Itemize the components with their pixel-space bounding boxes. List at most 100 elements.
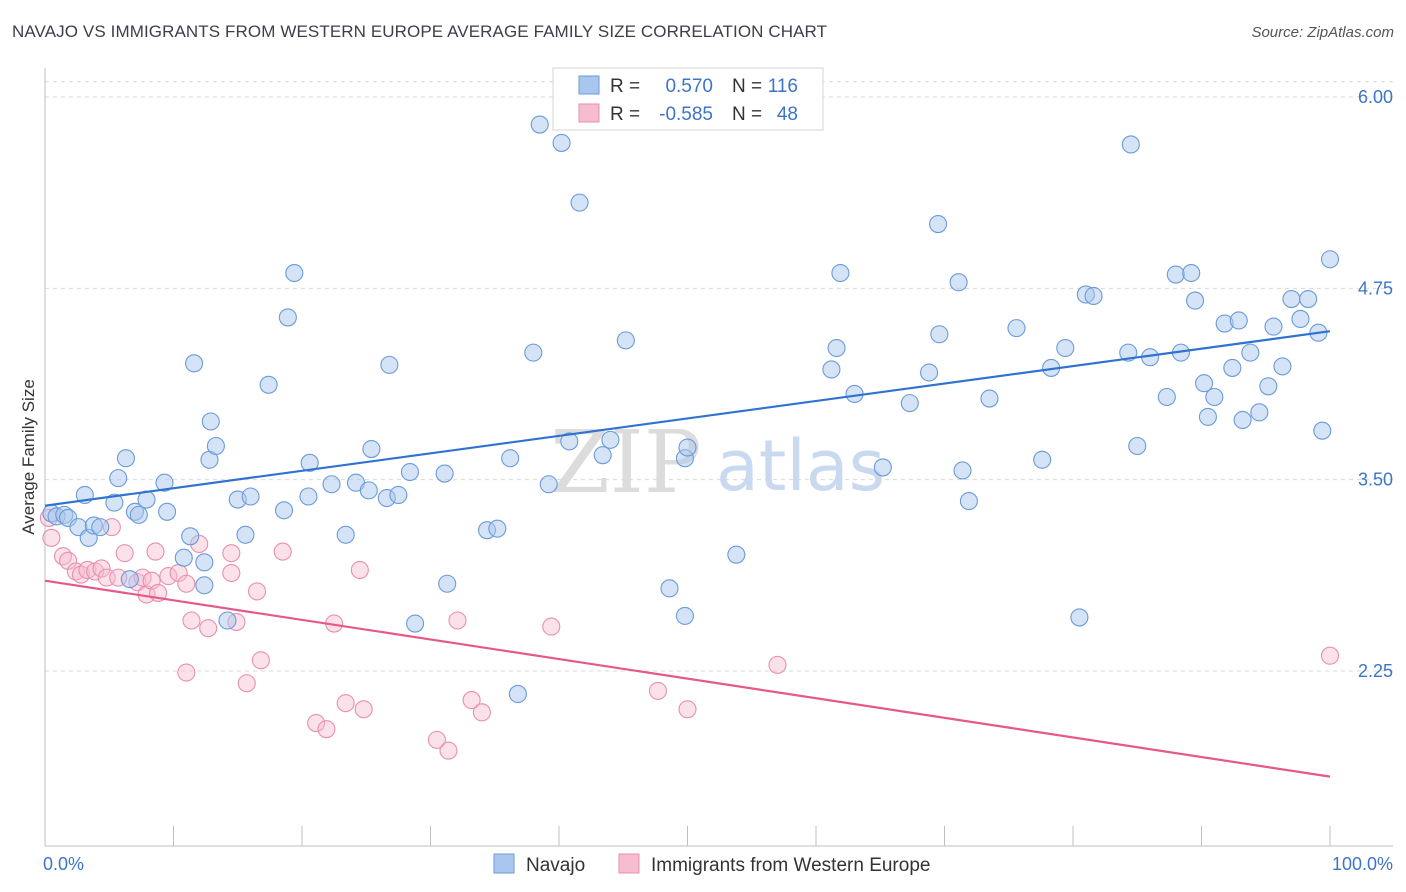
navajo-data-point	[155, 473, 174, 492]
we-trend-line	[44, 579, 1331, 778]
chart-title: NAVAJO VS IMMIGRANTS FROM WESTERN EUROPE…	[12, 22, 828, 41]
navajo-data-point	[501, 449, 520, 468]
navajo-data-point	[601, 430, 620, 449]
navajo-data-point	[953, 461, 972, 480]
navajo-data-point	[675, 606, 694, 625]
navajo-data-point	[1007, 319, 1026, 338]
we-data-point	[182, 611, 201, 630]
navajo-data-point	[181, 527, 200, 546]
navajo-data-point	[524, 343, 543, 362]
navajo-data-point	[380, 355, 399, 374]
navajo-data-point	[949, 273, 968, 292]
navajo-data-point	[1070, 608, 1089, 627]
navajo-data-point	[1182, 263, 1201, 283]
navajo-data-point	[278, 308, 297, 327]
navajo-data-point	[539, 475, 558, 494]
navajo-data-point	[1241, 343, 1260, 362]
navajo-data-point	[1229, 311, 1248, 330]
we-data-point	[472, 703, 491, 722]
navajo-data-point	[195, 576, 214, 595]
navajo-data-point	[1205, 387, 1224, 407]
we-r-label: R =	[610, 104, 640, 125]
legend-navajo-swatch	[493, 853, 515, 874]
navajo-data-point	[616, 331, 635, 350]
navajo-data-point	[285, 263, 304, 283]
we-data-point	[678, 700, 697, 719]
we-data-point	[448, 611, 467, 630]
navajo-data-point	[259, 375, 278, 394]
x-tick-label: 0.0%	[43, 854, 84, 874]
navajo-data-point	[929, 214, 948, 234]
navajo-data-point	[1299, 289, 1318, 309]
navajo-data-point	[560, 432, 579, 451]
we-n-value: 48	[777, 104, 798, 125]
navajo-data-point	[1157, 387, 1176, 407]
we-data-point	[247, 582, 267, 601]
navajo-swatch	[578, 75, 600, 95]
we-data-point	[177, 663, 196, 682]
y-tick-label: 2.25	[1358, 661, 1393, 681]
we-data-point	[427, 730, 446, 749]
legend-we-swatch	[618, 853, 640, 874]
we-data-point	[222, 563, 241, 583]
y-tick-label: 3.50	[1358, 470, 1393, 490]
navajo-data-point	[389, 485, 408, 505]
navajo-data-point	[300, 453, 319, 472]
we-data-point	[146, 542, 165, 561]
navajo-data-point	[530, 115, 549, 134]
navajo-data-point	[827, 338, 846, 358]
navajo-data-point	[1128, 436, 1147, 456]
we-data-point	[66, 562, 85, 581]
navajo-data-point	[488, 519, 507, 538]
y-axis-title: Average Family Size	[19, 379, 38, 535]
navajo-data-point	[406, 614, 425, 633]
navajo-data-point	[322, 475, 341, 494]
we-data-point	[350, 560, 369, 580]
navajo-data-point	[1313, 421, 1332, 440]
navajo-data-point	[1166, 265, 1185, 284]
we-data-point	[159, 567, 178, 586]
navajo-data-point	[1264, 317, 1283, 336]
x-tick-label: 100.0%	[1332, 854, 1393, 874]
we-data-point	[542, 617, 561, 636]
navajo-data-point	[873, 458, 892, 477]
navajo-data-point	[1033, 450, 1052, 469]
navajo-data-point	[241, 487, 260, 506]
navajo-data-point	[236, 525, 255, 544]
navajo-data-point	[129, 505, 148, 524]
y-tick-label: 6.00	[1358, 87, 1393, 107]
navajo-data-point	[1121, 135, 1140, 154]
navajo-data-point	[195, 553, 214, 572]
navajo-data-point	[274, 501, 294, 520]
navajo-trend-line	[44, 330, 1331, 507]
navajo-data-point	[1320, 250, 1340, 269]
we-data-point	[307, 713, 326, 733]
we-data-point	[439, 741, 458, 760]
navajo-data-point	[1198, 407, 1217, 426]
navajo-data-point	[299, 487, 318, 506]
navajo-data-point	[1291, 309, 1310, 328]
we-data-point	[78, 560, 97, 580]
navajo-r-value: 0.570	[665, 76, 713, 97]
navajo-n-value: 116	[768, 76, 798, 97]
trend-lines	[44, 330, 1331, 778]
navajo-data-point	[158, 502, 177, 521]
navajo-data-point	[359, 481, 378, 500]
navajo-data-point	[1119, 343, 1138, 362]
series-navajo-points	[42, 115, 1340, 704]
watermark-atlas: atlas	[716, 425, 885, 507]
navajo-data-point	[435, 464, 454, 483]
navajo-data-point	[438, 574, 457, 593]
navajo-r-label: R =	[610, 76, 640, 97]
navajo-data-point	[831, 263, 850, 283]
navajo-data-point	[1259, 377, 1278, 396]
navajo-data-point	[727, 545, 746, 564]
we-r-value: -0.585	[659, 104, 713, 125]
navajo-data-point	[185, 354, 204, 373]
navajo-data-point	[959, 492, 978, 511]
navajo-data-point	[1195, 374, 1214, 393]
watermark-zip: ZIP	[550, 413, 702, 513]
we-data-point	[273, 542, 292, 561]
navajo-data-point	[1282, 289, 1301, 309]
